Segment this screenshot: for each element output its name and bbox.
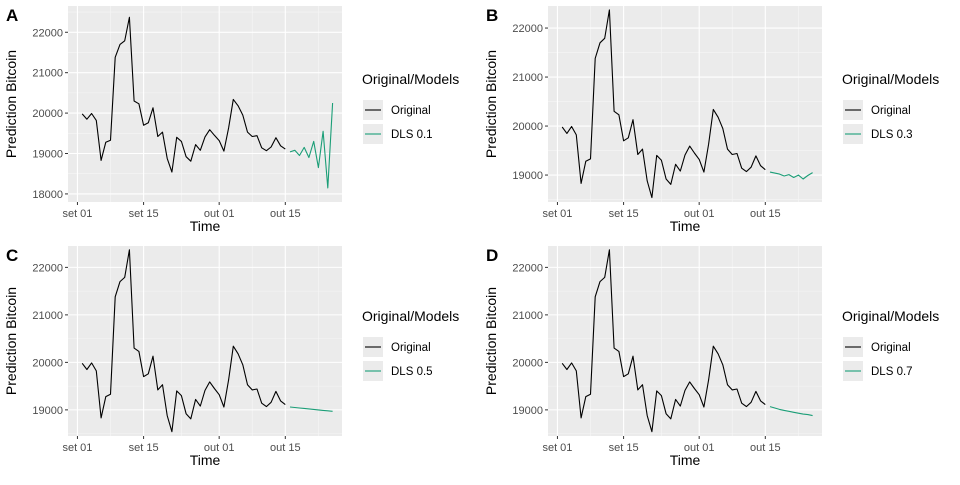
- legend-title: Original/Models: [362, 308, 459, 324]
- y-tick-label: 21000: [32, 68, 63, 80]
- legend-label: DLS 0.1: [391, 129, 433, 141]
- y-tick-label: 20000: [512, 357, 543, 369]
- series-line-original: [81, 249, 286, 433]
- panel-c: 19000 20000 21000 22000 set 01 set 15 out 01 ou…: [3, 246, 459, 468]
- legend-label: Original: [391, 342, 431, 354]
- legend-label: DLS 0.7: [871, 366, 913, 378]
- x-tick-label: set 15: [609, 442, 639, 454]
- legend-title: Original/Models: [362, 71, 459, 87]
- series-line-dls-0-1: [289, 102, 334, 189]
- y-tick-label: 21000: [512, 72, 543, 84]
- y-axis-title: Prediction Bitcoin: [483, 50, 499, 158]
- y-axis-title: Prediction Bitcoin: [3, 287, 19, 395]
- x-tick-label: set 15: [609, 208, 639, 220]
- series-line-dls-0-3: [769, 171, 813, 180]
- x-tick-label: set 01: [62, 442, 92, 454]
- x-tick-label: set 01: [62, 208, 92, 220]
- x-tick-label: set 01: [542, 442, 572, 454]
- x-axis-title: Time: [190, 452, 221, 468]
- x-tick-label: out 01: [204, 442, 235, 454]
- x-tick-label: out 15: [270, 442, 301, 454]
- y-axis-title: Prediction Bitcoin: [3, 50, 19, 158]
- series-line-original: [561, 9, 766, 199]
- series-line-original: [561, 249, 766, 433]
- y-tick-label: 20000: [512, 121, 543, 133]
- y-tick-label: 22000: [32, 262, 63, 274]
- x-axis-title: Time: [670, 452, 701, 468]
- panel-tag: C: [6, 246, 18, 265]
- y-tick-label: 20000: [32, 357, 63, 369]
- x-tick-label: set 15: [129, 208, 159, 220]
- x-tick-label: out 01: [684, 208, 715, 220]
- y-axis-title: Prediction Bitcoin: [483, 287, 499, 395]
- x-tick-label: set 15: [129, 442, 159, 454]
- legend-title: Original/Models: [842, 308, 939, 324]
- panel-d: 19000 20000 21000 22000 set 01 set 15 out 01 ou…: [483, 246, 939, 468]
- series-line-dls-0-7: [769, 406, 813, 417]
- panel-tag: D: [486, 246, 498, 265]
- y-tick-label: 19000: [512, 405, 543, 417]
- x-tick-label: out 01: [204, 208, 235, 220]
- panel-tag: A: [6, 6, 18, 25]
- y-tick-label: 22000: [32, 27, 63, 39]
- plot-background: [68, 246, 342, 436]
- x-tick-label: out 15: [750, 208, 781, 220]
- x-tick-label: out 01: [684, 442, 715, 454]
- plot-background: [548, 246, 822, 436]
- legend-label: Original: [871, 342, 911, 354]
- y-tick-label: 19000: [32, 149, 63, 161]
- legend-label: DLS 0.5: [391, 366, 433, 378]
- y-tick-label: 20000: [32, 108, 63, 120]
- legend-label: Original: [871, 105, 911, 117]
- x-axis-title: Time: [190, 218, 221, 234]
- plot-background: [548, 6, 822, 202]
- x-tick-label: set 01: [542, 208, 572, 220]
- legend-title: Original/Models: [842, 71, 939, 87]
- y-tick-label: 19000: [512, 170, 543, 182]
- plot-background: [68, 6, 342, 202]
- y-tick-label: 22000: [512, 262, 543, 274]
- legend-label: DLS 0.3: [871, 129, 913, 141]
- legend-label: Original: [391, 105, 431, 117]
- panel-a: 18000 19000 20000 21000 22000 set 01 set 15 out…: [3, 6, 459, 234]
- x-tick-label: out 15: [750, 442, 781, 454]
- series-line-original: [81, 16, 286, 173]
- y-tick-label: 21000: [32, 310, 63, 322]
- y-tick-label: 22000: [512, 23, 543, 35]
- x-tick-label: out 15: [270, 208, 301, 220]
- panel-b: 19000 20000 21000 22000 set 01 set 15 out 01 ou…: [483, 6, 939, 234]
- panel-tag: B: [486, 6, 498, 25]
- y-tick-label: 18000: [32, 189, 63, 201]
- series-line-dls-0-5: [289, 406, 333, 412]
- x-axis-title: Time: [670, 218, 701, 234]
- y-tick-label: 21000: [512, 310, 543, 322]
- y-tick-label: 19000: [32, 405, 63, 417]
